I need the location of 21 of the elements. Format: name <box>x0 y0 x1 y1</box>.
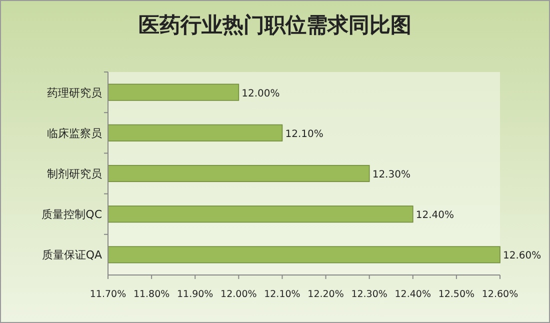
x-tick-label: 12.10% <box>264 289 300 300</box>
x-tick-label: 12.30% <box>351 289 388 300</box>
y-tick-label: 质量保证QA <box>42 248 102 262</box>
x-tick-label: 12.20% <box>308 289 344 300</box>
x-tick-label: 12.60% <box>482 289 518 300</box>
x-tick-label: 11.90% <box>176 289 214 300</box>
data-label: 12.60% <box>503 250 542 262</box>
y-tick-label: 制剂研究员 <box>47 168 102 180</box>
data-label: 12.40% <box>416 210 454 222</box>
x-tick-label: 11.70% <box>90 289 126 300</box>
chart-title: 医药行业热门职位需求同比图 <box>138 13 412 37</box>
x-tick-label: 11.80% <box>133 289 170 300</box>
y-tick-label: 临床监察员 <box>47 126 102 140</box>
data-label: 12.10% <box>285 128 324 140</box>
data-label: 12.30% <box>372 170 410 180</box>
y-tick-label: 药理研究员 <box>47 86 102 100</box>
x-tick-label: 12.40% <box>394 289 432 300</box>
x-tick-label: 12.50% <box>438 289 475 300</box>
y-tick-label: 质量控制QC <box>42 208 102 222</box>
x-tick-label: 12.00% <box>220 289 257 300</box>
data-label: 12.00% <box>242 88 280 100</box>
